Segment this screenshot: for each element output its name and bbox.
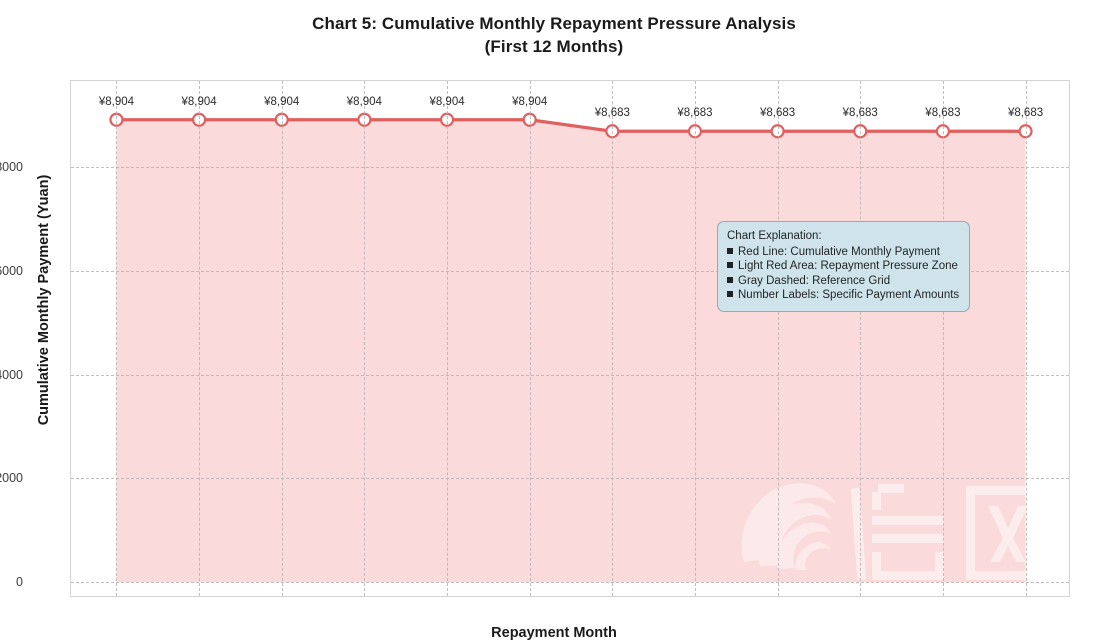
bullet-square-icon (727, 247, 733, 254)
data-point-value-label: ¥8,683 (925, 107, 961, 120)
line-series (114, 118, 1028, 133)
explanation-item-number-labels: Number Labels: Specific Payment Amounts (727, 288, 960, 303)
bullet-square-icon (727, 291, 733, 297)
bullet-square-icon (727, 262, 733, 268)
vertical-gridline (612, 81, 614, 596)
chart-explanation-box: Chart Explanation: Red Line: Cumulative … (717, 221, 970, 312)
vertical-gridline (447, 81, 449, 596)
explanation-item-text: Light Red Area: Repayment Pressure Zone (738, 260, 958, 272)
explanation-heading: Chart Explanation: (727, 230, 822, 242)
chart-title-line1: Chart 5: Cumulative Monthly Repayment Pr… (312, 14, 796, 33)
explanation-item-gray-dashed: Gray Dashed: Reference Grid (727, 274, 960, 289)
series-group (109, 112, 1033, 583)
y-tick-label: 4000 (0, 367, 23, 382)
area-fill (116, 119, 1026, 583)
data-point-value-label: ¥8,683 (677, 107, 713, 120)
vertical-gridline (199, 81, 201, 596)
vertical-gridline (364, 81, 366, 596)
data-point-value-label: ¥8,904 (264, 95, 300, 108)
x-axis-label: Repayment Month (491, 625, 617, 641)
vertical-gridline (116, 81, 118, 596)
y-tick-label: 6000 (0, 263, 23, 278)
chart-subtitle: (First 12 Months) (484, 37, 624, 56)
y-tick-label: 0 (16, 575, 23, 590)
data-point-value-label: ¥8,904 (98, 95, 135, 108)
vertical-gridline (860, 81, 862, 596)
vertical-gridline (777, 81, 779, 596)
data-point-value-label: ¥8,904 (181, 95, 217, 108)
data-point-marker[interactable] (439, 112, 455, 127)
chart-title: Chart 5: Cumulative Monthly Repayment Pr… (0, 12, 1108, 58)
data-point-value-label: ¥8,683 (760, 107, 796, 120)
plot-inner: ¥8,904 ¥8,904 ¥8,904 ¥8,904 ¥8,904 ¥8,904 ¥8,6… (71, 81, 1069, 596)
explanation-item-light-red-area: Light Red Area: Repayment Pressure Zone (727, 259, 960, 274)
data-point-value-label: ¥8,904 (346, 95, 382, 108)
horizontal-gridline (71, 270, 1069, 272)
data-point-value-label: ¥8,904 (429, 95, 465, 108)
plot-area: ¥8,904 ¥8,904 ¥8,904 ¥8,904 ¥8,904 ¥8,904 ¥8,6… (0, 80, 1070, 597)
data-point-value-label: ¥8,683 (1007, 107, 1044, 120)
y-tick-label: 8000 (0, 159, 23, 174)
data-point-value-label: ¥8,904 (512, 95, 548, 108)
vertical-gridline (529, 81, 531, 596)
bullet-square-icon (727, 276, 733, 283)
vertical-gridline (694, 81, 696, 596)
explanation-item-red-line: Red Line: Cumulative Monthly Payment (727, 245, 960, 260)
explanation-item-text: Gray Dashed: Reference Grid (738, 274, 891, 287)
horizontal-gridline (71, 478, 1069, 480)
explanation-item-text: Red Line: Cumulative Monthly Payment (738, 245, 940, 258)
horizontal-gridline (71, 374, 1069, 376)
vertical-gridline (281, 81, 283, 596)
y-axis-label: Cumulative Monthly Payment (Yuan) (36, 174, 52, 426)
vertical-gridline (1025, 81, 1027, 596)
data-point-value-label: ¥8,683 (594, 107, 630, 120)
data-point-value-label: ¥8,683 (842, 107, 878, 120)
horizontal-gridline (71, 166, 1069, 168)
explanation-item-text: Number Labels: Specific Payment Amounts (738, 289, 960, 301)
y-tick-label: 2000 (0, 471, 23, 486)
data-point-marker[interactable] (109, 112, 124, 127)
horizontal-gridline (71, 582, 1069, 584)
vertical-gridline (942, 81, 944, 596)
